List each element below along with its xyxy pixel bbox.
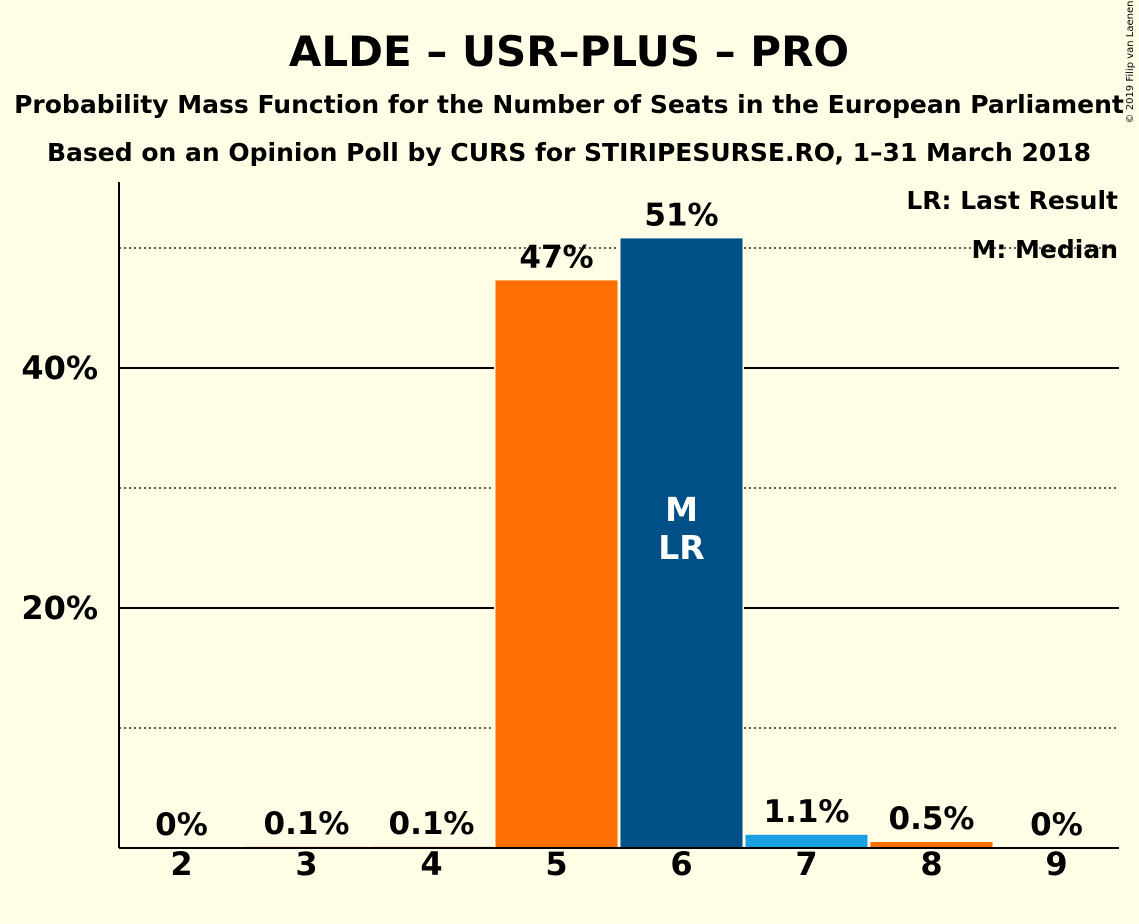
data-label: 51%	[644, 197, 718, 233]
data-labels: 0% 0.1% 0.1% 47% 51% 1.1% 0.5% 0% MLR	[155, 197, 1083, 843]
x-tick-label: 7	[795, 845, 817, 883]
x-tick-label: 6	[670, 845, 692, 883]
bar	[745, 834, 868, 848]
chart-subtitle-1: Probability Mass Function for the Number…	[14, 90, 1124, 119]
legend-median: M: Median	[971, 235, 1118, 264]
chart-subtitle-2: Based on an Opinion Poll by CURS for STI…	[47, 138, 1091, 167]
x-tick-label: 5	[545, 845, 567, 883]
last-result-marker: LR	[658, 528, 704, 567]
data-label: 0.1%	[389, 806, 475, 842]
bar	[495, 280, 618, 848]
x-tick-label: 3	[295, 845, 317, 883]
median-marker: M	[665, 490, 698, 529]
bar	[620, 238, 743, 848]
data-label: 0%	[1030, 807, 1083, 843]
data-label: 47%	[519, 239, 593, 275]
y-tick-label: 20%	[21, 589, 98, 627]
x-tick-label: 9	[1045, 845, 1067, 883]
data-label: 0%	[155, 807, 208, 843]
copyright-note: © 2019 Filip van Laenen	[1125, 1, 1136, 124]
bar	[870, 842, 993, 848]
x-tick-label: 8	[920, 845, 942, 883]
y-tick-label: 40%	[21, 349, 98, 387]
x-tick-label: 4	[420, 845, 442, 883]
data-label: 0.5%	[889, 801, 975, 837]
data-label: 1.1%	[764, 794, 850, 830]
y-axis-ticks: 20% 40%	[21, 349, 98, 627]
x-tick-label: 2	[170, 845, 192, 883]
x-axis-ticks: 2 3 4 5 6 7 8 9	[170, 845, 1067, 883]
chart-title: ALDE – USR–PLUS – PRO	[289, 27, 849, 76]
data-label: 0.1%	[264, 806, 350, 842]
bars	[244, 238, 994, 848]
legend-last-result: LR: Last Result	[906, 186, 1118, 215]
